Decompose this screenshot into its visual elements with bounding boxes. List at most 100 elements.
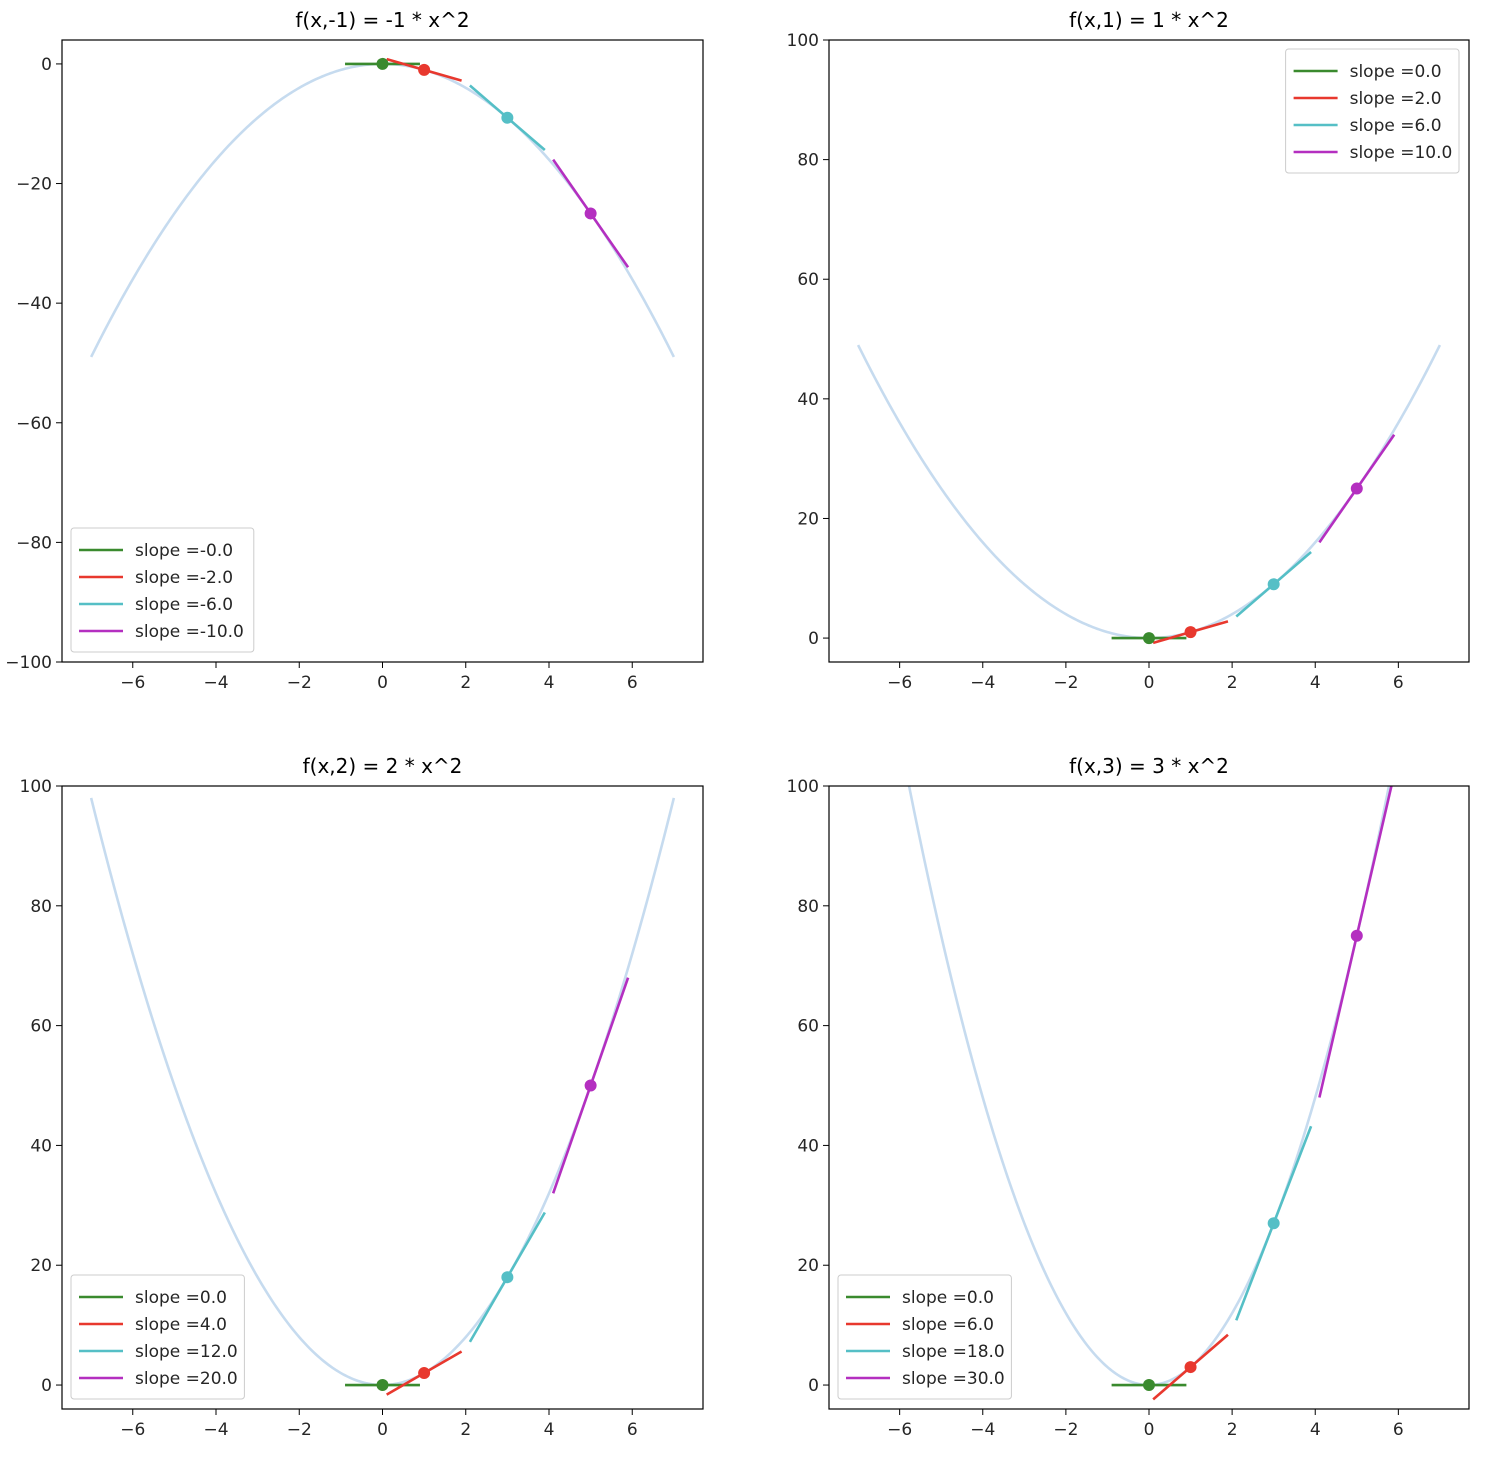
legend-label: slope =-2.0 <box>135 568 233 588</box>
tangent-point-1 <box>376 1379 389 1392</box>
y-tick-label: 100 <box>20 777 52 797</box>
tangent-point-2 <box>418 1367 431 1380</box>
plot-area <box>907 786 1393 1401</box>
x-tick-label: −2 <box>287 673 312 693</box>
x-tick-label: −2 <box>1053 1420 1078 1440</box>
plot-area <box>89 57 676 358</box>
tangent-point-4 <box>584 1079 597 1092</box>
y-tick-label: 80 <box>797 151 819 171</box>
legend-box <box>1285 48 1460 174</box>
tangent-point-1 <box>1143 1379 1155 1392</box>
x-tick-label: −6 <box>120 673 145 693</box>
legend-label: slope =6.0 <box>1350 116 1442 136</box>
x-tick-label: 6 <box>627 673 638 693</box>
legend-label: slope =0.0 <box>1350 62 1442 82</box>
y-tick-label: 0 <box>808 629 819 649</box>
chart-title: f(x,1) = 1 * x^2 <box>1069 8 1229 32</box>
legend: slope =0.0 slope =6.0 slope =18.0 slope =30… <box>837 1274 1012 1400</box>
legend-label: slope =2.0 <box>1350 89 1442 109</box>
legend: slope =-0.0 slope =-2.0 slope =-6.0 slope =… <box>70 527 255 653</box>
y-tick-label: −60 <box>16 414 52 434</box>
y-tick-label: 60 <box>797 270 819 290</box>
legend-label: slope =10.0 <box>1350 143 1453 163</box>
y-tick-label: 80 <box>30 897 52 917</box>
legend-label: slope =12.0 <box>135 1342 238 1362</box>
legend-box <box>70 1274 245 1400</box>
legend-box <box>837 1274 1012 1400</box>
tangent-point-2 <box>1184 1361 1197 1374</box>
y-tick-label: −80 <box>16 533 52 553</box>
x-tick-label: 2 <box>460 1420 471 1440</box>
x-tick-label: −2 <box>1053 673 1078 693</box>
y-tick-label: 40 <box>797 390 819 410</box>
tangent-point-4 <box>1350 929 1363 942</box>
chart-title: f(x,3) = 3 * x^2 <box>1069 754 1229 778</box>
tangent-point-3 <box>1267 578 1280 591</box>
x-tick-label: 2 <box>460 673 471 693</box>
legend-label: slope =-6.0 <box>135 595 233 615</box>
x-tick-label: 0 <box>1144 1420 1155 1440</box>
chart-title: f(x,-1) = -1 * x^2 <box>295 8 469 32</box>
x-tick-label: 2 <box>1227 673 1238 693</box>
y-tick-label: 60 <box>30 1017 52 1037</box>
tangent-point-3 <box>501 111 514 124</box>
legend-label: slope =18.0 <box>902 1342 1005 1362</box>
legend-box <box>70 527 255 653</box>
x-tick-label: −4 <box>970 1420 995 1440</box>
x-tick-label: −6 <box>887 1420 912 1440</box>
tangent-point-4 <box>584 207 597 220</box>
x-tick-label: 6 <box>1393 673 1404 693</box>
x-tick-label: 4 <box>1310 673 1321 693</box>
x-tick-label: 6 <box>1393 1420 1404 1440</box>
y-tick-label: 100 <box>787 777 819 797</box>
legend-label: slope =30.0 <box>902 1369 1005 1389</box>
x-tick-label: −4 <box>970 673 995 693</box>
legend-label: slope =0.0 <box>902 1288 994 1308</box>
y-tick-label: 100 <box>787 31 819 51</box>
tangent-point-4 <box>1350 482 1363 495</box>
y-tick-label: −100 <box>5 653 52 673</box>
x-tick-label: −4 <box>203 673 228 693</box>
legend-label: slope =-0.0 <box>135 541 233 561</box>
y-tick-label: 0 <box>41 1376 52 1396</box>
tangent-point-1 <box>1143 632 1155 645</box>
y-tick-label: −20 <box>16 175 52 195</box>
y-tick-label: −40 <box>16 294 52 314</box>
y-tick-label: 20 <box>30 1256 52 1276</box>
x-tick-label: −2 <box>287 1420 312 1440</box>
x-tick-label: 0 <box>1144 673 1155 693</box>
legend: slope =0.0 slope =4.0 slope =12.0 slope =20… <box>70 1274 245 1400</box>
tangent-point-1 <box>376 57 389 70</box>
y-tick-label: 0 <box>808 1376 819 1396</box>
x-tick-label: 4 <box>544 1420 555 1440</box>
legend-label: slope =4.0 <box>135 1315 227 1335</box>
legend: slope =0.0 slope =2.0 slope =6.0 slope =10.… <box>1285 48 1460 174</box>
x-tick-label: 0 <box>377 673 388 693</box>
plot-area <box>89 797 676 1396</box>
y-tick-label: 20 <box>797 509 819 529</box>
x-tick-label: 2 <box>1227 1420 1238 1440</box>
x-tick-label: −6 <box>120 1420 145 1440</box>
x-tick-label: 4 <box>544 673 555 693</box>
y-tick-label: 80 <box>797 897 819 917</box>
y-tick-label: 20 <box>797 1256 819 1276</box>
tangent-point-2 <box>1184 626 1197 639</box>
legend-label: slope =20.0 <box>135 1369 238 1389</box>
x-tick-label: 6 <box>627 1420 638 1440</box>
x-tick-label: 0 <box>377 1420 388 1440</box>
tangent-point-2 <box>418 63 431 76</box>
x-tick-label: −4 <box>203 1420 228 1440</box>
y-tick-label: 40 <box>30 1136 52 1156</box>
y-tick-label: 40 <box>797 1136 819 1156</box>
x-tick-label: 4 <box>1310 1420 1321 1440</box>
chart-title: f(x,2) = 2 * x^2 <box>303 754 463 778</box>
tangent-point-3 <box>1267 1217 1280 1230</box>
tangent-point-3 <box>501 1271 514 1284</box>
plot-area <box>856 344 1442 645</box>
y-tick-label: 60 <box>797 1017 819 1037</box>
